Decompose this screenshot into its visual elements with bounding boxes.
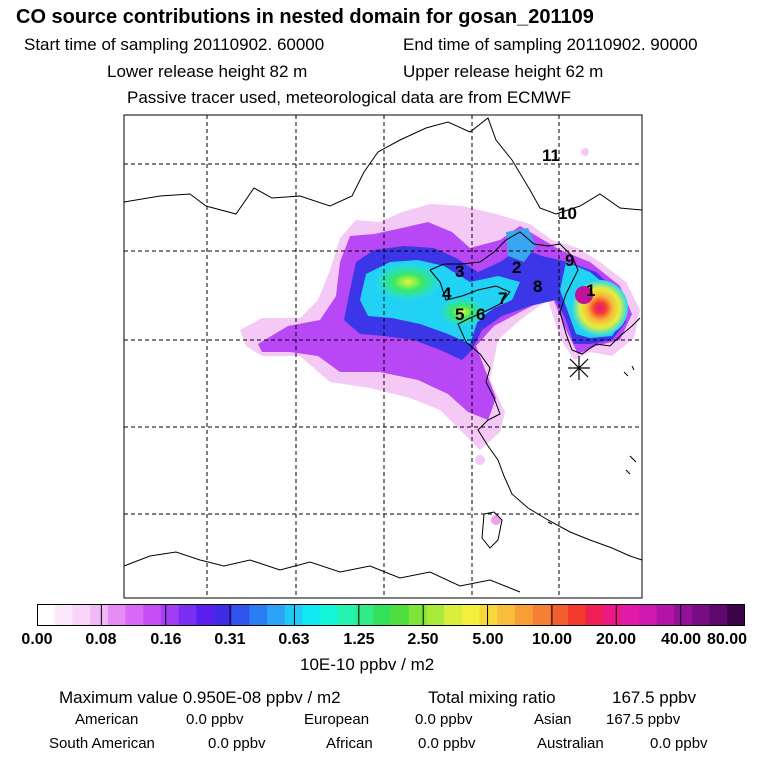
colorbar-tick: 20.00 [595,631,637,648]
colorbar-swatch [550,604,569,626]
region-value: 0.0 ppbv [208,735,266,752]
colorbar-swatch [497,604,516,626]
colorbar-tick: 40.00 [660,631,702,648]
colorbar-unit: 10E-10 ppbv / m2 [300,655,435,674]
region-label-8: 8 [533,277,542,296]
colorbar-swatch [568,604,587,626]
colorbar-swatch [143,604,162,626]
colorbar-swatch [284,604,303,626]
region-label-10: 10 [558,204,577,223]
colorbar-swatch [585,604,604,626]
colorbar-tick: 5.00 [472,631,504,648]
colorbar-swatch [373,604,392,626]
grid [124,115,642,598]
colorbar-tick: 80.00 [706,631,748,648]
colorbar-swatch [461,604,480,626]
region-label-4: 4 [442,284,452,303]
map-frame [123,114,643,599]
colorbar-swatch [514,604,533,626]
colorbar-swatch [603,604,622,626]
colorbar-tick: 0.16 [150,631,182,648]
colorbar-swatch [320,604,339,626]
region-value: 0.0 ppbv [186,711,244,728]
total-mixing-value: 167.5 ppbv [612,688,697,707]
region-label-7: 7 [498,289,507,308]
colorbar-swatch [160,604,179,626]
colorbar-tick: 10.00 [531,631,573,648]
colorbar-swatch [302,604,321,626]
region-value: 0.0 ppbv [418,735,476,752]
region-name: American [75,711,139,728]
region-name: Australian [537,735,604,752]
colorbar-swatch [214,604,233,626]
colorbar-swatch [337,604,356,626]
colorbar-swatch [479,604,498,626]
total-mixing-label: Total mixing ratio [428,688,556,707]
colorbar-tick: 0.31 [214,631,246,648]
colorbar-swatch [674,604,693,626]
colorbar-swatch [408,604,427,626]
colorbar-frame [37,604,745,626]
colorbar-swatch [656,604,675,626]
receptor-asterisk-icon [568,356,590,380]
colorbar-swatch [444,604,463,626]
colorbar-swatch [532,604,551,626]
colorbar-swatch [196,604,215,626]
colorbar-swatch [391,604,410,626]
max-value: Maximum value 0.950E-08 ppbv / m2 [59,688,341,707]
start-time: Start time of sampling 20110902. 60000 [24,35,325,54]
colorbar-swatch [249,604,268,626]
colorbar-swatch [37,604,56,626]
colorbar-swatch [638,604,657,626]
region-label-1: 1 [586,281,595,300]
colorbar-tick: 1.25 [343,631,375,648]
plot-title: CO source contributions in nested domain… [16,6,594,28]
region-labels: 1 2 3 4 5 6 7 8 9 10 11 [442,146,595,324]
colorbar-swatch [178,604,197,626]
colorbar-swatch [54,604,73,626]
core-west [376,264,440,300]
colorbar-swatch [107,604,126,626]
colorbar-swatch [90,604,109,626]
upper-release-height: Upper release height 62 m [403,62,604,81]
plume-cyan-north [506,228,536,262]
colorbar-tick: 2.50 [407,631,439,648]
colorbar-swatch [231,604,250,626]
colorbar-swatch [621,604,640,626]
end-time: End time of sampling 20110902. 90000 [403,35,698,54]
hotspot-peak [575,286,593,304]
region-label-5: 5 [455,305,464,324]
lower-release-height: Lower release height 82 m [107,62,308,81]
colorbar [37,604,745,626]
region-value: 167.5 ppbv [606,711,681,728]
region-label-6: 6 [476,305,485,324]
region-value: 0.0 ppbv [650,735,708,752]
region-value: 0.0 ppbv [415,711,473,728]
colorbar-tick: 0.00 [21,631,53,648]
region-label-2: 2 [512,258,521,277]
colorbar-swatch [72,604,91,626]
region-name: South American [49,735,155,752]
colorbar-swatch [426,604,445,626]
plume-field [240,148,640,525]
core-south [440,298,484,326]
region-name: Asian [534,711,572,728]
colorbar-tick: 0.08 [85,631,117,648]
region-label-9: 9 [565,251,574,270]
region-label-11: 11 [542,146,560,165]
region-name: European [304,711,370,728]
colorbar-swatch [267,604,286,626]
colorbar-swatch [691,604,710,626]
colorbar-tick: 0.63 [278,631,310,648]
tracer-note: Passive tracer used, meteorological data… [127,88,572,107]
colorbar-swatch [125,604,144,626]
region-label-3: 3 [455,262,464,281]
coastlines [124,117,642,593]
region-name: African [326,735,373,752]
colorbar-swatch [727,604,745,626]
colorbar-swatch [709,604,728,626]
colorbar-swatch [355,604,374,626]
